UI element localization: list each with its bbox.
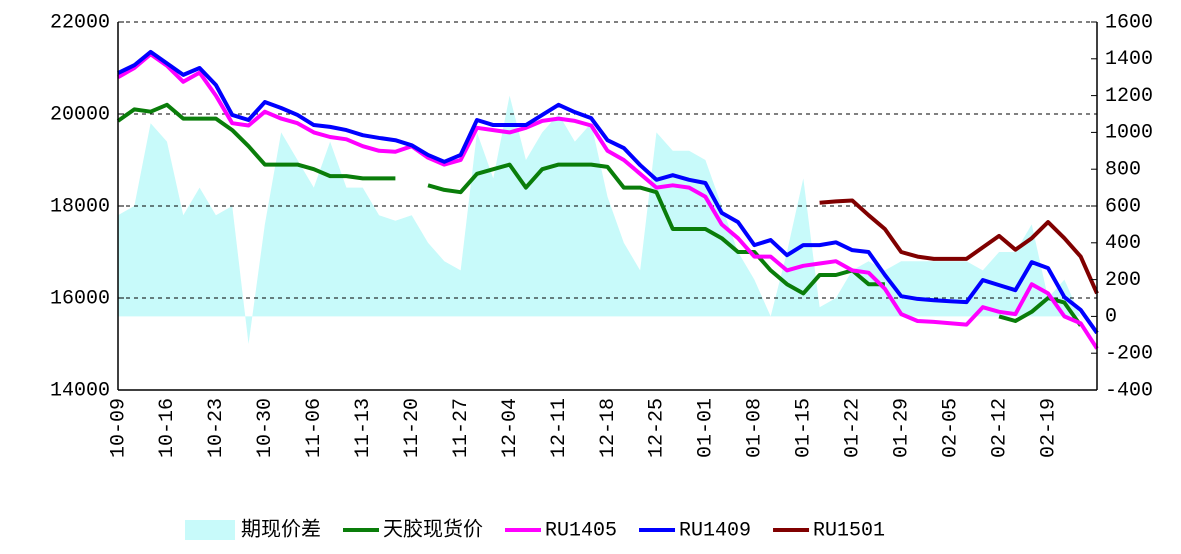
x-tick-label: 02-19	[1037, 398, 1060, 458]
y-tick-label: 22000	[50, 11, 110, 34]
y-tick-label: 18000	[50, 195, 110, 218]
legend-swatch	[185, 520, 235, 540]
legend-item: RU1405	[505, 519, 617, 542]
x-tick-label: 01-15	[793, 398, 816, 458]
y2-tick-label: 800	[1105, 158, 1141, 181]
line	[117, 49, 1099, 335]
x-tick-label: 01-08	[744, 398, 767, 458]
legend-item: 天胶现货价	[343, 517, 483, 542]
legend-label: RU1409	[679, 519, 751, 542]
x-tick-label: 02-12	[988, 398, 1011, 458]
x-tick-label: 02-05	[939, 398, 962, 458]
legend-item: 期现价差	[185, 517, 321, 542]
legend-label: 天胶现货价	[383, 517, 483, 542]
line	[819, 198, 1099, 295]
legend-label: RU1405	[545, 519, 617, 542]
x-tick-label: 11-20	[401, 398, 424, 458]
x-tick-label: 10-09	[107, 398, 130, 458]
y2-tick-label: 1000	[1105, 122, 1153, 145]
y-tick-label: 20000	[50, 103, 110, 126]
y2-tick-label: 1600	[1105, 11, 1153, 34]
x-tick-label: 10-23	[205, 398, 228, 458]
y2-tick-label: -400	[1105, 379, 1153, 402]
x-tick-label: 12-18	[597, 398, 620, 458]
x-tick-label: 10-16	[156, 398, 179, 458]
x-tick-label: 12-25	[646, 398, 669, 458]
y2-tick-label: -200	[1105, 342, 1153, 365]
x-tick-label: 10-30	[254, 398, 277, 458]
x-tick-label: 01-22	[842, 398, 865, 458]
y2-tick-label: 200	[1105, 269, 1141, 292]
x-tick-label: 12-04	[499, 398, 522, 458]
x-tick-label: 11-13	[352, 398, 375, 458]
y2-tick-label: 600	[1105, 195, 1141, 218]
x-tick-label: 12-11	[548, 398, 571, 458]
area	[118, 95, 1097, 344]
y2-tick-label: 1400	[1105, 48, 1153, 71]
y2-tick-label: 0	[1105, 306, 1117, 329]
line	[117, 52, 1099, 350]
x-tick-label: 01-29	[890, 398, 913, 458]
legend-item: RU1409	[639, 519, 751, 542]
legend-label: RU1501	[813, 519, 885, 542]
line	[116, 102, 1083, 327]
legend-label: 期现价差	[241, 517, 321, 542]
y-tick-label: 16000	[50, 287, 110, 310]
x-tick-label: 01-01	[695, 398, 718, 458]
legend-item: RU1501	[773, 519, 885, 542]
y2-tick-label: 400	[1105, 232, 1141, 255]
x-tick-label: 11-27	[450, 398, 473, 458]
x-tick-label: 11-06	[303, 398, 326, 458]
y-tick-label: 14000	[50, 379, 110, 402]
y2-tick-label: 1200	[1105, 85, 1153, 108]
